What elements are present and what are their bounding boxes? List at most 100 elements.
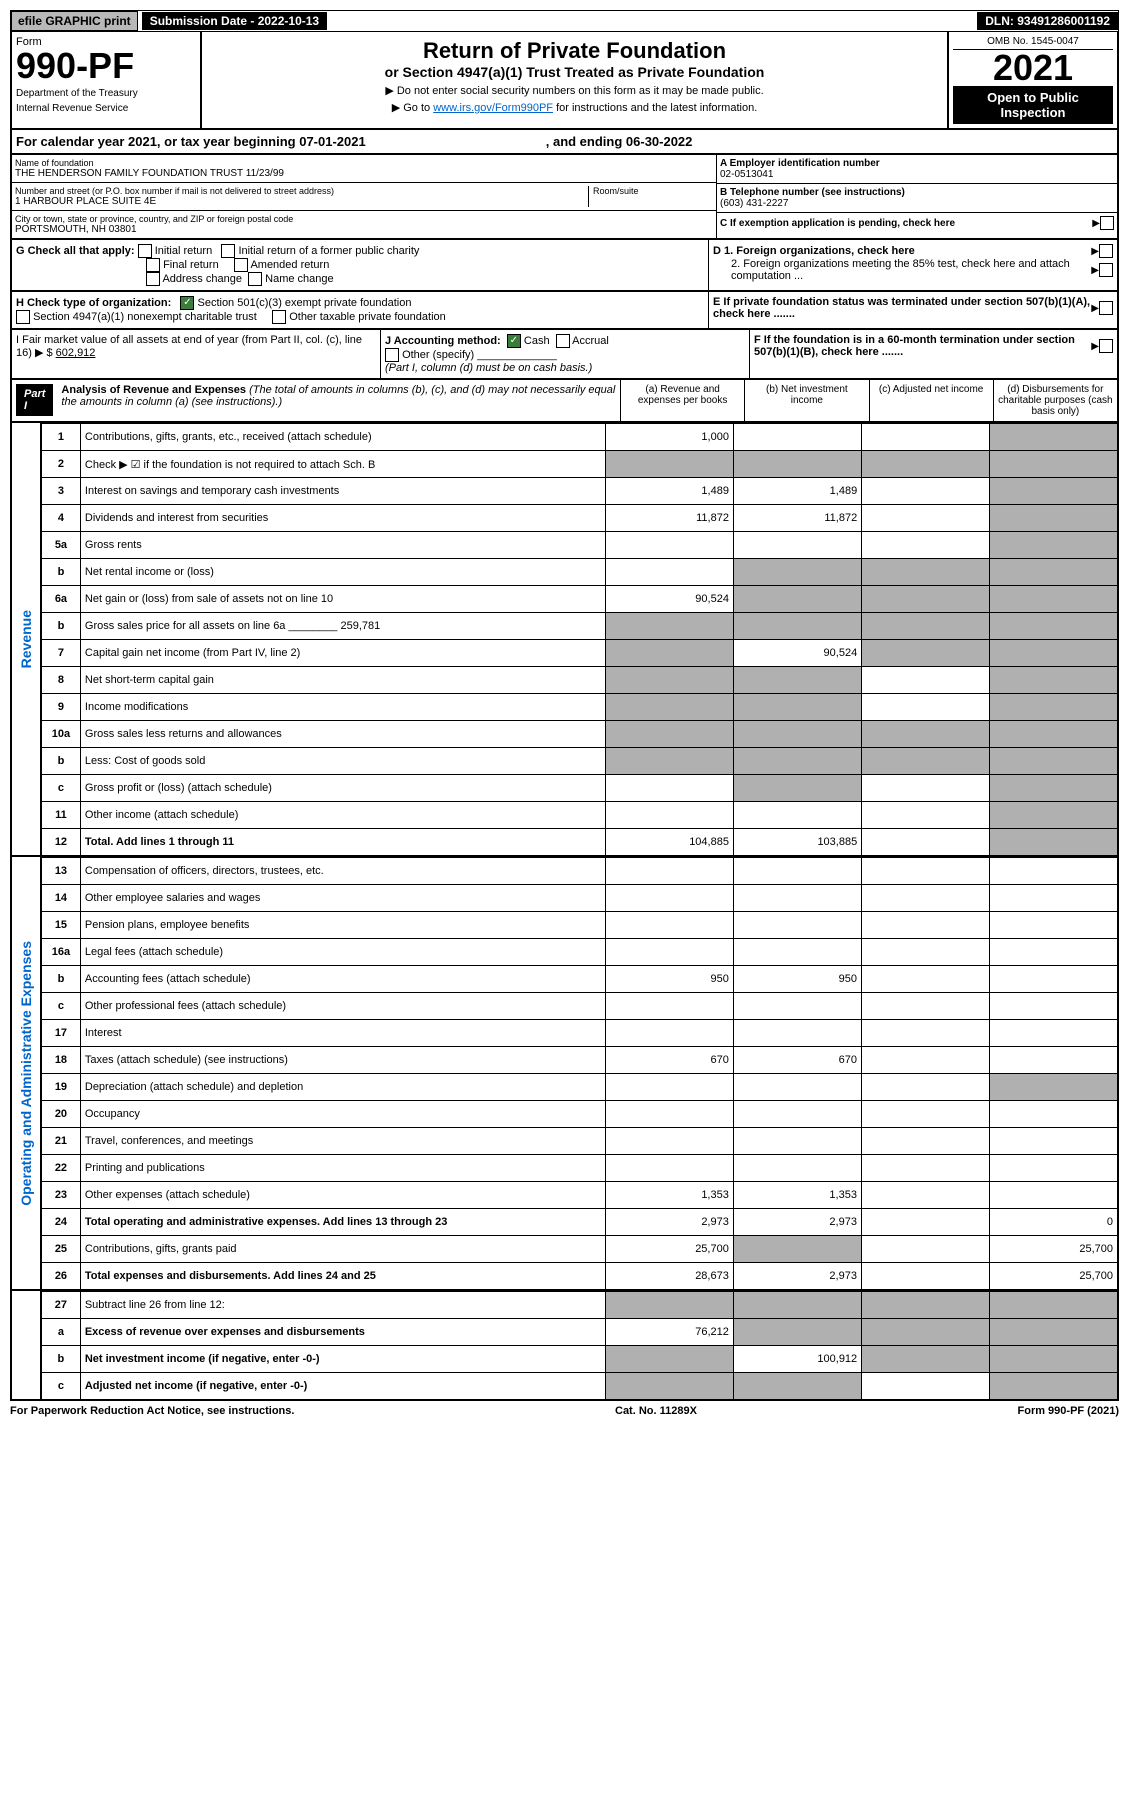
line-desc: Contributions, gifts, grants, etc., rece… xyxy=(80,424,605,451)
j-accrual-checkbox[interactable] xyxy=(556,334,570,348)
expenses-side: Operating and Administrative Expenses xyxy=(10,857,40,1291)
table-row: 14Other employee salaries and wages xyxy=(41,885,1118,912)
line-desc: Travel, conferences, and meetings xyxy=(80,1128,605,1155)
ij-row: I Fair market value of all assets at end… xyxy=(10,330,1119,380)
col-d-val xyxy=(990,451,1118,478)
col-c-val xyxy=(862,694,990,721)
g-address-checkbox[interactable] xyxy=(146,272,160,286)
table-row: 22Printing and publications xyxy=(41,1155,1118,1182)
footer-right: Form 990-PF (2021) xyxy=(1018,1405,1119,1417)
h-501c3-checkbox[interactable] xyxy=(180,296,194,310)
table-row: 6aNet gain or (loss) from sale of assets… xyxy=(41,586,1118,613)
i-cell: I Fair market value of all assets at end… xyxy=(12,330,381,378)
line-desc: Interest xyxy=(80,1020,605,1047)
dept-treasury: Department of the Treasury xyxy=(16,88,196,99)
h-row: H Check type of organization: Section 50… xyxy=(10,292,1119,330)
part1-desc: Analysis of Revenue and Expenses (The to… xyxy=(53,384,616,408)
col-c-val xyxy=(862,802,990,829)
dln: DLN: 93491286001192 xyxy=(977,12,1118,30)
f-checkbox[interactable] xyxy=(1099,339,1113,353)
table-row: 20Occupancy xyxy=(41,1101,1118,1128)
col-d-val xyxy=(989,1128,1118,1155)
irs-link[interactable]: www.irs.gov/Form990PF xyxy=(433,102,553,114)
col-a-val xyxy=(605,640,733,667)
col-d-val xyxy=(990,1346,1118,1373)
j-label: J Accounting method: xyxy=(385,335,501,347)
line-number: 14 xyxy=(41,885,80,912)
col-a-val: 104,885 xyxy=(605,829,733,857)
col-c-val xyxy=(861,1263,989,1291)
line-desc: Dividends and interest from securities xyxy=(80,505,605,532)
table-row: 12Total. Add lines 1 through 11104,88510… xyxy=(41,829,1118,857)
d1-label: D 1. Foreign organizations, check here xyxy=(713,245,1091,257)
col-d-val xyxy=(990,721,1118,748)
g-opt-3: Amended return xyxy=(250,259,329,271)
col-a-val: 25,700 xyxy=(605,1236,733,1263)
col-b-val: 103,885 xyxy=(733,829,861,857)
g-name-checkbox[interactable] xyxy=(248,272,262,286)
col-c-val xyxy=(861,1182,989,1209)
col-b-val xyxy=(733,912,861,939)
form-title: Return of Private Foundation xyxy=(208,38,941,64)
col-c-val xyxy=(861,1047,989,1074)
col-c-val xyxy=(862,505,990,532)
line-desc: Printing and publications xyxy=(80,1155,605,1182)
line-number: 5a xyxy=(41,532,80,559)
g-opt-4: Address change xyxy=(162,273,242,285)
table-row: 18Taxes (attach schedule) (see instructi… xyxy=(41,1047,1118,1074)
top-bar: efile GRAPHIC print Submission Date - 20… xyxy=(10,10,1119,32)
col-b-val: 2,973 xyxy=(733,1263,861,1291)
g-initial-former-checkbox[interactable] xyxy=(221,244,235,258)
g-final-checkbox[interactable] xyxy=(146,258,160,272)
table-row: 9Income modifications xyxy=(41,694,1118,721)
c-checkbox[interactable] xyxy=(1100,216,1114,230)
table-row: 15Pension plans, employee benefits xyxy=(41,912,1118,939)
g-row: G Check all that apply: Initial return I… xyxy=(10,240,1119,292)
efile-button[interactable]: efile GRAPHIC print xyxy=(11,11,138,31)
j-cash-checkbox[interactable] xyxy=(507,334,521,348)
col-b-val xyxy=(733,1319,861,1346)
calendar-year-row: For calendar year 2021, or tax year begi… xyxy=(10,130,1119,155)
col-b-val: 950 xyxy=(733,966,861,993)
g-initial-checkbox[interactable] xyxy=(138,244,152,258)
col-b-val xyxy=(733,721,861,748)
line-desc: Occupancy xyxy=(80,1101,605,1128)
table-row: 2Check ▶ ☑ if the foundation is not requ… xyxy=(41,451,1118,478)
col-d-val xyxy=(990,640,1118,667)
j-other-checkbox[interactable] xyxy=(385,348,399,362)
header-left: Form 990-PF Department of the Treasury I… xyxy=(12,32,202,128)
col-d-val xyxy=(990,748,1118,775)
line-number: 25 xyxy=(41,1236,80,1263)
header-center: Return of Private Foundation or Section … xyxy=(202,32,947,128)
col-a-val xyxy=(605,1128,733,1155)
g-opt-5: Name change xyxy=(265,273,334,285)
col-c-val xyxy=(861,1020,989,1047)
col-d-val: 0 xyxy=(989,1209,1118,1236)
d1-checkbox[interactable] xyxy=(1099,244,1113,258)
table-row: cOther professional fees (attach schedul… xyxy=(41,993,1118,1020)
g-amended-checkbox[interactable] xyxy=(234,258,248,272)
col-b-val xyxy=(733,1236,861,1263)
line-desc: Gross sales price for all assets on line… xyxy=(80,613,605,640)
h-other-checkbox[interactable] xyxy=(272,310,286,324)
col-d-val xyxy=(989,1155,1118,1182)
line-number: 10a xyxy=(41,721,80,748)
col-a-val xyxy=(605,1373,733,1401)
e-checkbox[interactable] xyxy=(1099,301,1113,315)
line-desc: Net investment income (if negative, ente… xyxy=(80,1346,605,1373)
line-desc: Other expenses (attach schedule) xyxy=(80,1182,605,1209)
d2-checkbox[interactable] xyxy=(1099,263,1113,277)
g-label: G Check all that apply: xyxy=(16,245,135,257)
table-row: 1Contributions, gifts, grants, etc., rec… xyxy=(41,424,1118,451)
info-right: A Employer identification number 02-0513… xyxy=(716,155,1117,238)
col-d-val: 25,700 xyxy=(989,1236,1118,1263)
arrow-icon: ▶ xyxy=(1091,246,1099,257)
col-b-val xyxy=(733,1292,861,1319)
col-a-val: 28,673 xyxy=(605,1263,733,1291)
col-a-val xyxy=(605,1292,733,1319)
h-4947-checkbox[interactable] xyxy=(16,310,30,324)
col-b-val xyxy=(733,1128,861,1155)
col-c-val xyxy=(862,667,990,694)
instr-2-prefix: ▶ Go to xyxy=(392,102,433,114)
line-desc: Taxes (attach schedule) (see instruction… xyxy=(80,1047,605,1074)
